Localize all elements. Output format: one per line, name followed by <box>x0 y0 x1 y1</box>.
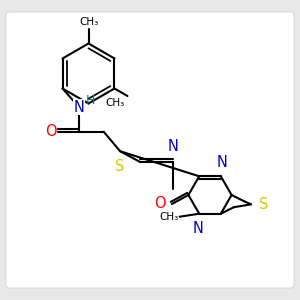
Text: N: N <box>168 139 179 154</box>
Text: CH₃: CH₃ <box>159 212 178 222</box>
Text: N: N <box>192 220 203 236</box>
Text: CH₃: CH₃ <box>106 98 125 107</box>
Text: CH₃: CH₃ <box>79 17 98 27</box>
Text: N: N <box>216 155 227 170</box>
Text: H: H <box>86 94 95 107</box>
Text: O: O <box>46 124 57 139</box>
Text: N: N <box>74 100 85 115</box>
Text: O: O <box>154 196 165 211</box>
FancyBboxPatch shape <box>6 12 294 288</box>
Text: S: S <box>259 197 268 212</box>
Text: S: S <box>116 159 125 174</box>
